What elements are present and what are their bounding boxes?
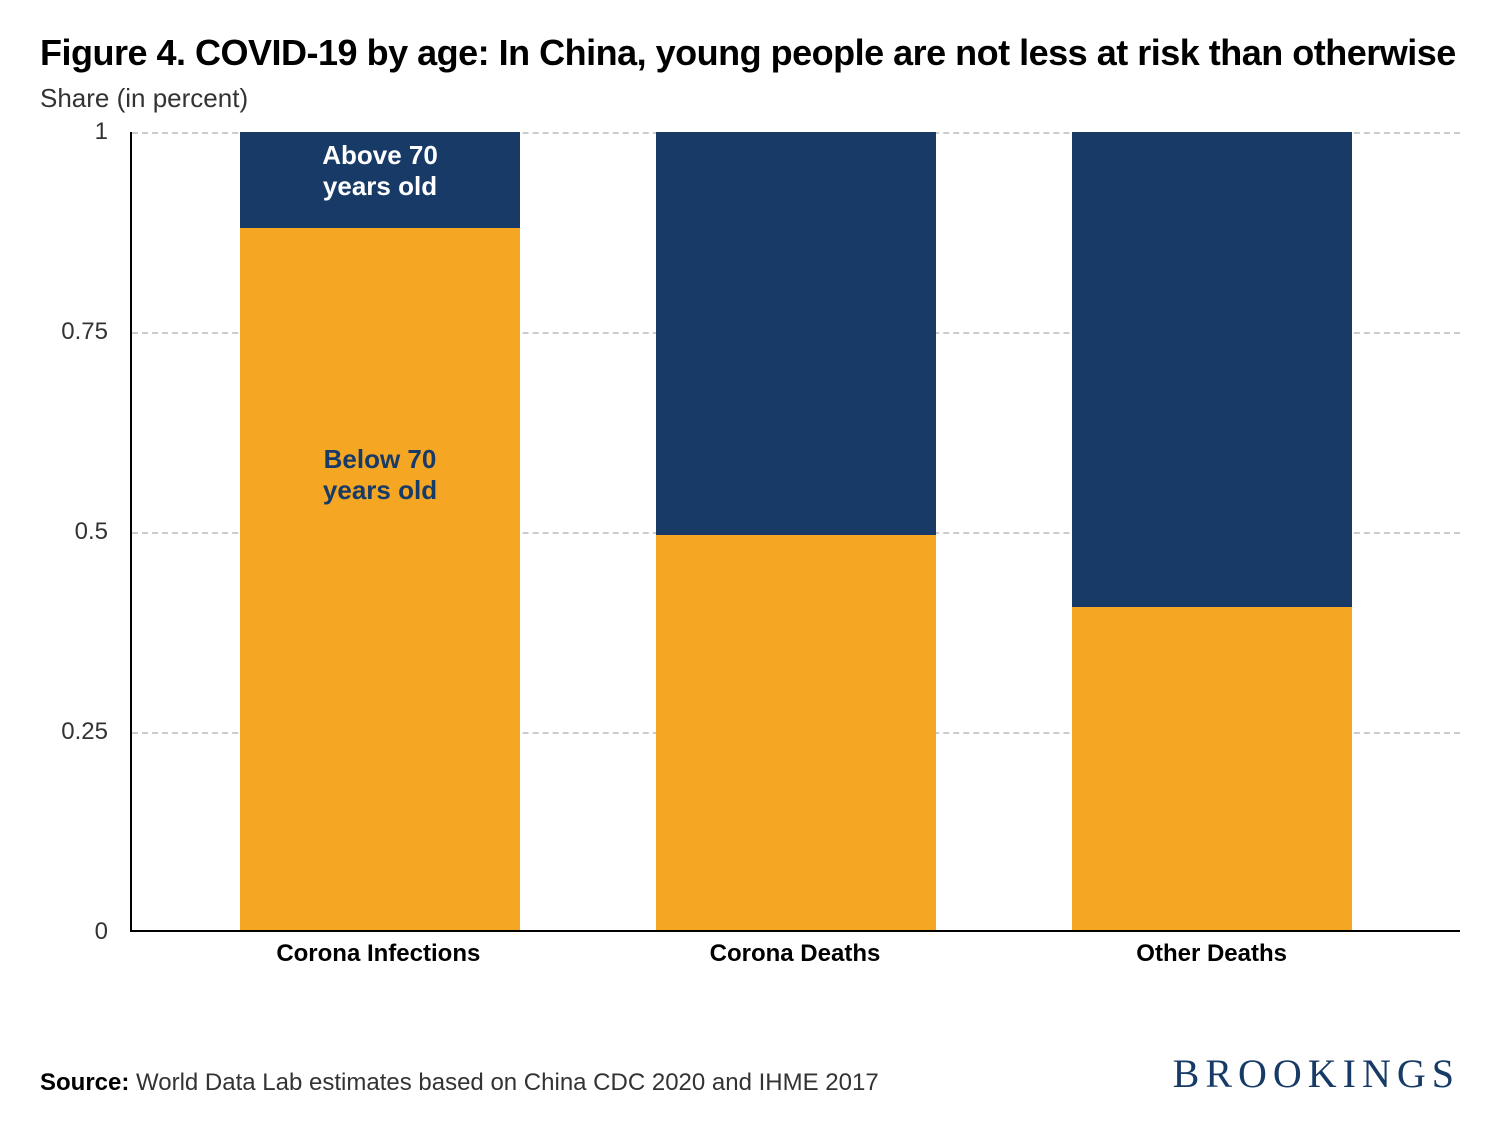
chart-subtitle: Share (in percent): [40, 83, 1460, 114]
y-tick-label: 0: [95, 918, 108, 946]
bar-annotation: Above 70years old: [240, 140, 520, 202]
brand-logo: BROOKINGS: [1173, 1050, 1460, 1097]
x-axis-label: Other Deaths: [1072, 940, 1352, 968]
bar-column: [1072, 132, 1352, 930]
plot-area: Above 70years old Below 70years old: [130, 132, 1460, 932]
bar-column: Above 70years old Below 70years old: [240, 132, 520, 930]
source-line: Source: World Data Lab estimates based o…: [40, 1069, 879, 1097]
y-axis: 00.250.50.751: [40, 132, 120, 932]
bar-segment-above-70: [1072, 132, 1352, 607]
y-tick-label: 0.5: [75, 518, 108, 546]
source-label: Source:: [40, 1069, 129, 1096]
bar-annotation: Below 70years old: [240, 444, 520, 506]
y-tick-label: 0.75: [61, 318, 108, 346]
bars-container: Above 70years old Below 70years old: [132, 132, 1460, 930]
source-text: World Data Lab estimates based on China …: [129, 1069, 878, 1096]
y-tick-label: 0.25: [61, 718, 108, 746]
chart-area: 00.250.50.751 Above 70years oldBelow 70y…: [40, 132, 1460, 982]
bar-segment-below-70: [1072, 607, 1352, 930]
x-axis-labels: Corona Infections Corona Deaths Other Deat…: [130, 940, 1460, 968]
chart-footer: Source: World Data Lab estimates based o…: [40, 1050, 1460, 1097]
bar-segment-below-70: [656, 535, 936, 930]
x-axis-label: Corona Infections: [238, 940, 518, 968]
y-tick-label: 1: [95, 118, 108, 146]
bar-column: [656, 132, 936, 930]
bar-segment-below-70: [240, 228, 520, 930]
x-axis-label: Corona Deaths: [655, 940, 935, 968]
chart-title: Figure 4. COVID-19 by age: In China, you…: [40, 30, 1460, 75]
bar-segment-above-70: [656, 132, 936, 535]
